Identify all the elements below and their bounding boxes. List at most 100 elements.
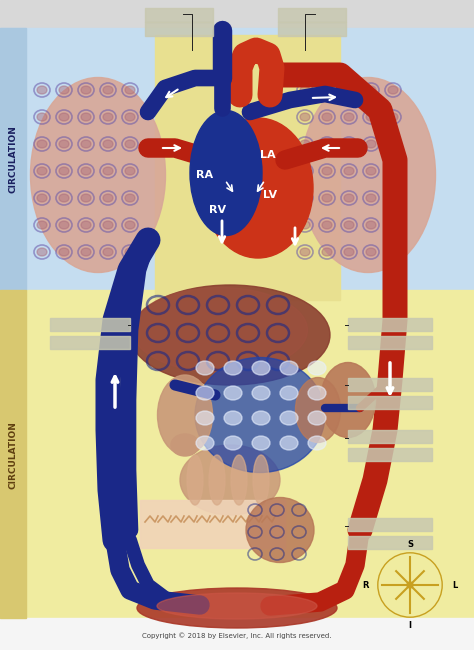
Ellipse shape <box>280 386 298 400</box>
Ellipse shape <box>196 436 214 450</box>
Ellipse shape <box>81 248 91 256</box>
Ellipse shape <box>37 194 47 202</box>
Text: S: S <box>407 540 413 549</box>
Ellipse shape <box>125 194 135 202</box>
Ellipse shape <box>388 86 398 94</box>
Ellipse shape <box>196 361 214 375</box>
Bar <box>50 318 130 331</box>
Ellipse shape <box>37 167 47 175</box>
Ellipse shape <box>187 455 203 505</box>
Ellipse shape <box>300 167 310 175</box>
Ellipse shape <box>344 221 354 229</box>
Ellipse shape <box>125 221 135 229</box>
Bar <box>348 336 432 349</box>
Ellipse shape <box>103 140 113 148</box>
Bar <box>155 35 340 300</box>
Ellipse shape <box>59 221 69 229</box>
Ellipse shape <box>30 77 165 272</box>
Ellipse shape <box>81 167 91 175</box>
Bar <box>348 536 432 549</box>
Bar <box>0 28 474 290</box>
Ellipse shape <box>344 248 354 256</box>
Ellipse shape <box>300 248 310 256</box>
Ellipse shape <box>295 378 340 443</box>
Ellipse shape <box>300 221 310 229</box>
Ellipse shape <box>37 248 47 256</box>
Ellipse shape <box>300 194 310 202</box>
Bar <box>145 8 213 22</box>
Ellipse shape <box>157 375 212 455</box>
Ellipse shape <box>366 221 376 229</box>
Ellipse shape <box>322 194 332 202</box>
Ellipse shape <box>81 140 91 148</box>
Ellipse shape <box>125 113 135 121</box>
Ellipse shape <box>246 497 314 562</box>
Text: I: I <box>409 621 411 630</box>
Ellipse shape <box>252 361 270 375</box>
Bar <box>0 0 474 28</box>
Ellipse shape <box>322 140 332 148</box>
Circle shape <box>407 582 413 588</box>
Ellipse shape <box>322 248 332 256</box>
Text: L: L <box>452 580 457 590</box>
Bar <box>145 22 213 36</box>
Text: LV: LV <box>263 190 277 200</box>
Ellipse shape <box>344 140 354 148</box>
Text: RV: RV <box>210 205 227 215</box>
Ellipse shape <box>308 361 326 375</box>
Bar <box>0 290 26 618</box>
Ellipse shape <box>209 455 225 505</box>
Ellipse shape <box>190 111 262 235</box>
Ellipse shape <box>103 248 113 256</box>
Bar <box>0 28 26 290</box>
Ellipse shape <box>125 86 135 94</box>
Ellipse shape <box>322 86 332 94</box>
Ellipse shape <box>388 221 398 229</box>
Ellipse shape <box>180 445 280 515</box>
Ellipse shape <box>280 361 298 375</box>
Ellipse shape <box>231 455 247 505</box>
Ellipse shape <box>300 86 310 94</box>
Ellipse shape <box>366 194 376 202</box>
Ellipse shape <box>252 411 270 425</box>
Bar <box>348 430 432 443</box>
Ellipse shape <box>366 248 376 256</box>
Ellipse shape <box>388 113 398 121</box>
Ellipse shape <box>322 221 332 229</box>
Ellipse shape <box>344 167 354 175</box>
Ellipse shape <box>81 194 91 202</box>
Bar <box>348 518 432 531</box>
Ellipse shape <box>308 436 326 450</box>
Ellipse shape <box>125 140 135 148</box>
Ellipse shape <box>103 86 113 94</box>
Ellipse shape <box>37 221 47 229</box>
Text: Copyright © 2018 by Elsevier, Inc. All rights reserved.: Copyright © 2018 by Elsevier, Inc. All r… <box>142 632 332 640</box>
Ellipse shape <box>203 118 313 258</box>
Ellipse shape <box>137 588 337 628</box>
Ellipse shape <box>195 358 325 473</box>
Ellipse shape <box>344 113 354 121</box>
Ellipse shape <box>224 436 242 450</box>
Ellipse shape <box>224 361 242 375</box>
Text: LA: LA <box>260 150 276 160</box>
Ellipse shape <box>37 140 47 148</box>
Ellipse shape <box>130 285 330 385</box>
Ellipse shape <box>280 436 298 450</box>
Ellipse shape <box>308 386 326 400</box>
Ellipse shape <box>224 411 242 425</box>
Ellipse shape <box>59 194 69 202</box>
Ellipse shape <box>366 86 376 94</box>
Ellipse shape <box>125 167 135 175</box>
Bar <box>0 618 474 650</box>
Ellipse shape <box>252 436 270 450</box>
Ellipse shape <box>59 113 69 121</box>
Ellipse shape <box>59 86 69 94</box>
Ellipse shape <box>224 386 242 400</box>
Ellipse shape <box>300 140 310 148</box>
Text: R: R <box>362 580 368 590</box>
Bar <box>348 396 432 409</box>
Bar <box>278 22 346 36</box>
Text: CIRCULATION: CIRCULATION <box>9 421 18 489</box>
Bar <box>140 500 285 548</box>
Bar <box>0 290 474 620</box>
